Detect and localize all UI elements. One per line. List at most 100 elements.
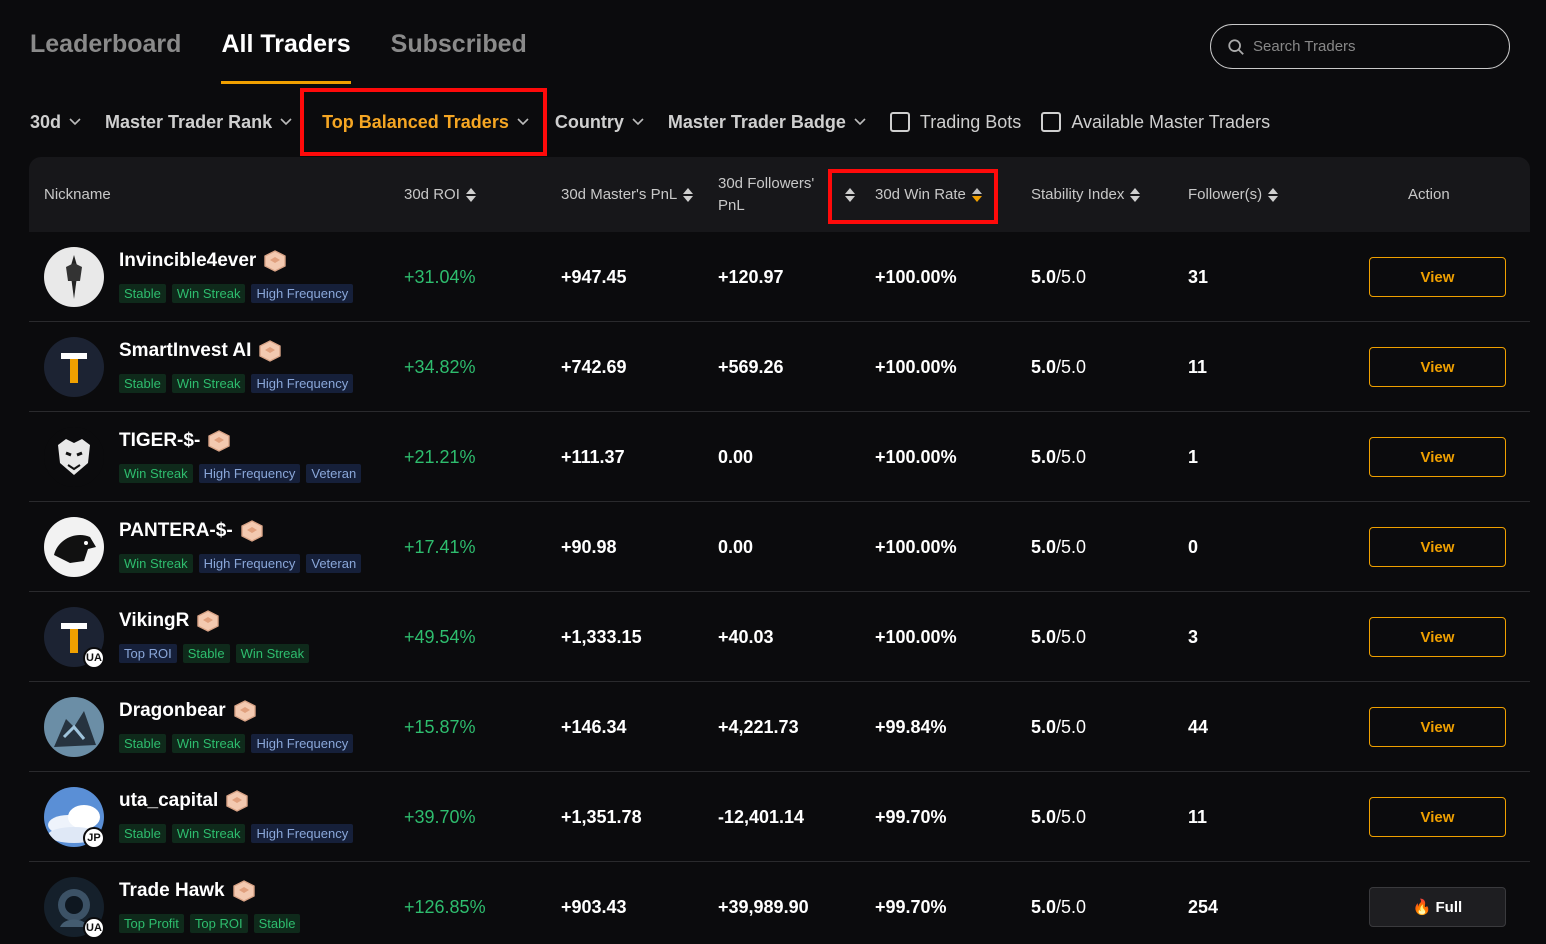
sort-icon[interactable] [1130, 187, 1141, 202]
sort-icon[interactable] [465, 187, 476, 202]
period-label: 30d [30, 111, 62, 132]
trader-nickname[interactable]: SmartInvest AI [119, 339, 283, 363]
view-button[interactable]: View [1369, 437, 1506, 477]
table-row[interactable]: Invincible4ever Stable Win Streak High Fre… [29, 232, 1530, 322]
col-pnl-label: 30d Master's PnL [561, 186, 678, 203]
pnl-cell: +90.98 [561, 536, 617, 557]
followers-cell: 11 [1188, 356, 1208, 377]
stability-value: 5.0 [1031, 896, 1057, 917]
trader-badge-icon [232, 880, 255, 902]
col-win-rate[interactable]: 30d Win Rate [875, 157, 982, 232]
col-stability[interactable]: Stability Index [1031, 157, 1141, 232]
avatar[interactable] [44, 427, 104, 487]
table-row[interactable]: UA Trade Hawk Top Profit Top ROI Stable +126… [29, 862, 1530, 944]
trader-nickname[interactable]: PANTERA-$- [119, 519, 265, 543]
col-followers-pnl[interactable]: 30d Followers' PnL [718, 157, 814, 232]
avatar[interactable] [44, 517, 104, 577]
balanced-traders-dropdown[interactable]: Top Balanced Traders [300, 88, 547, 156]
col-action: Action [1408, 157, 1450, 232]
trading-bots-checkbox[interactable]: Trading Bots [889, 112, 1021, 133]
tab-subscribed[interactable]: Subscribed [390, 30, 527, 58]
trader-nickname[interactable]: uta_capital [119, 789, 250, 813]
full-button[interactable]: 🔥 Full [1369, 887, 1506, 927]
trader-nickname[interactable]: VikingR [119, 609, 221, 633]
sort-icon[interactable] [845, 187, 855, 202]
search-box[interactable] [1210, 24, 1510, 69]
trader-tag: Win Streak [171, 284, 246, 303]
available-traders-checkbox[interactable]: Available Master Traders [1041, 112, 1270, 133]
trader-nickname[interactable]: Invincible4ever [119, 249, 288, 273]
avatar[interactable] [44, 337, 104, 397]
win-rate-highlight [828, 169, 998, 224]
view-label: View [1420, 358, 1455, 376]
table-row[interactable]: SmartInvest AI Stable Win Streak High Freq… [29, 322, 1530, 412]
trader-tags: Win Streak High Frequency Veteran [119, 464, 362, 483]
avatar[interactable] [44, 697, 104, 757]
sort-active-icon[interactable] [971, 187, 982, 202]
col-followers-pnl-label-2: PnL [718, 196, 745, 214]
trader-tag: Veteran [306, 554, 362, 573]
trader-name: Dragonbear [119, 700, 226, 721]
view-button[interactable]: View [1369, 257, 1506, 297]
sort-icon[interactable] [1268, 187, 1279, 202]
trader-badge-icon [259, 340, 282, 362]
followers-cell: 0 [1188, 536, 1199, 557]
view-button[interactable]: View [1369, 617, 1506, 657]
pnl-cell: +1,351.78 [561, 806, 642, 827]
table-row[interactable]: PANTERA-$- Win Streak High Frequency Veter… [29, 502, 1530, 592]
view-button[interactable]: View [1369, 347, 1506, 387]
col-pnl[interactable]: 30d Master's PnL [561, 157, 694, 232]
trader-tags: Stable Win Streak High Frequency [119, 374, 354, 393]
trader-tag: Win Streak [235, 644, 310, 663]
trader-nickname[interactable]: Dragonbear [119, 699, 258, 723]
view-button[interactable]: View [1369, 707, 1506, 747]
country-dropdown[interactable]: Country [555, 112, 644, 133]
view-label: View [1420, 808, 1455, 826]
col-followers[interactable]: Follower(s) [1188, 157, 1279, 232]
table-row[interactable]: TIGER-$- Win Streak High Frequency Veteran… [29, 412, 1530, 502]
trader-tags: Stable Win Streak High Frequency [119, 824, 354, 843]
trader-tag: Win Streak [119, 464, 193, 483]
view-button[interactable]: View [1369, 797, 1506, 837]
table-row[interactable]: JP uta_capital Stable Win Streak High Frequ… [29, 772, 1530, 862]
rank-label: Master Trader Rank [105, 111, 273, 132]
win-rate-cell: +99.70% [875, 806, 947, 827]
stability-max: /5.0 [1056, 356, 1087, 377]
followers-pnl-cell: +4,221.73 [718, 716, 799, 737]
win-rate-cell: +100.00% [875, 356, 957, 377]
stability-value: 5.0 [1031, 626, 1057, 647]
search-input[interactable] [1253, 38, 1493, 55]
trader-tag: Top ROI [119, 644, 177, 663]
stability-value: 5.0 [1031, 536, 1057, 557]
checkbox-box[interactable] [889, 112, 910, 132]
win-rate-cell: +100.00% [875, 626, 957, 647]
chevron-down-icon [69, 118, 81, 126]
col-followers-pnl-sort[interactable] [845, 157, 855, 232]
badge-dropdown[interactable]: Master Trader Badge [668, 112, 866, 133]
stability-cell: 5.0/5.0 [1031, 772, 1086, 862]
table-row[interactable]: UA VikingR Top ROI Stable Win Streak +49.54%… [29, 592, 1530, 682]
table-row[interactable]: Dragonbear Stable Win Streak High Frequenc… [29, 682, 1530, 772]
trader-nickname[interactable]: Trade Hawk [119, 879, 257, 903]
tab-all-traders[interactable]: All Traders [221, 30, 351, 84]
rank-dropdown[interactable]: Master Trader Rank [105, 112, 292, 133]
checkbox-box[interactable] [1041, 112, 1062, 132]
followers-pnl-cell: +120.97 [718, 266, 784, 287]
col-followers-pnl-label: 30d Followers' [718, 174, 815, 192]
pnl-cell: +742.69 [561, 356, 627, 377]
followers-pnl-cell: +39,989.90 [718, 896, 809, 917]
view-button[interactable]: View [1369, 527, 1506, 567]
period-dropdown[interactable]: 30d [30, 112, 81, 133]
col-roi[interactable]: 30d ROI [404, 157, 476, 232]
followers-cell: 254 [1188, 896, 1219, 917]
avatar[interactable] [44, 247, 104, 307]
view-label: View [1420, 628, 1455, 646]
tab-leaderboard[interactable]: Leaderboard [30, 30, 182, 58]
trader-nickname[interactable]: TIGER-$- [119, 429, 232, 453]
stability-cell: 5.0/5.0 [1031, 682, 1086, 772]
full-label: Full [1435, 898, 1463, 916]
stability-value: 5.0 [1031, 446, 1057, 467]
pnl-cell: +903.43 [561, 896, 627, 917]
sort-icon[interactable] [683, 187, 694, 202]
main-tabs: Leaderboard All Traders Subscribed [30, 30, 527, 84]
